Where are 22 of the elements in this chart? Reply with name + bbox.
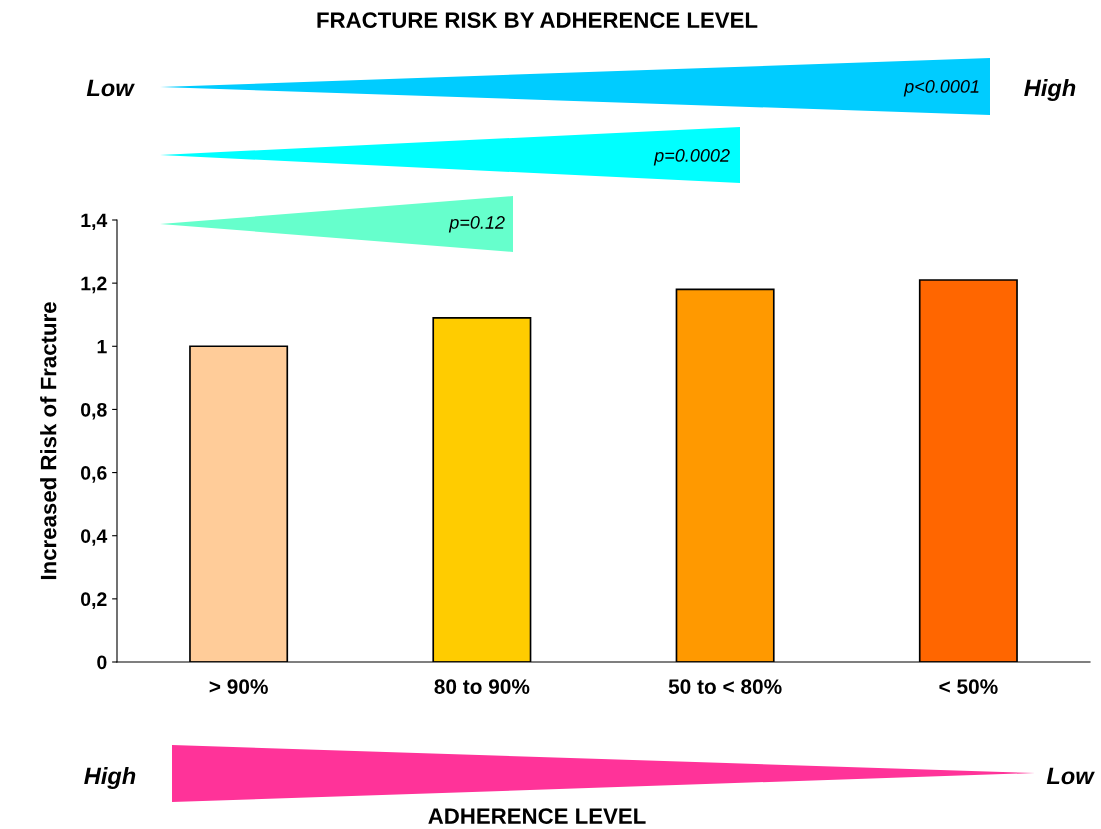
x-tick-label: 50 to < 80%: [668, 679, 782, 694]
y-tick-label: 0,4: [81, 529, 108, 546]
chart-title: FRACTURE RISK BY ADHERENCE LEVEL: [317, 12, 758, 28]
y-tick-label: 1,2: [81, 276, 107, 294]
y-tick-label: 0,8: [81, 402, 107, 420]
y-tick-label: 0: [97, 655, 107, 670]
text: p<0.0001: [903, 80, 979, 97]
x-tick-label: < 50%: [939, 679, 998, 694]
text: Low: [1046, 767, 1095, 785]
text: Low: [86, 79, 135, 97]
y-tick-label: 1: [97, 339, 107, 354]
text: p=0.0002: [653, 149, 730, 166]
text: ADHERENCE LEVEL: [428, 808, 646, 824]
text: High: [84, 766, 136, 790]
annotation: p=0.12: [448, 216, 505, 233]
y-tick-label: 0,2: [81, 592, 107, 609]
x-tick-label: 80 to 90%: [434, 679, 530, 694]
x-tick-label: > 90%: [209, 679, 268, 694]
y-tick-label: 1,4: [81, 213, 108, 231]
text: High: [1024, 79, 1076, 101]
y-axis-title: Increased Risk of Fracture: [40, 302, 57, 580]
y-tick-label: 0,6: [81, 466, 107, 483]
